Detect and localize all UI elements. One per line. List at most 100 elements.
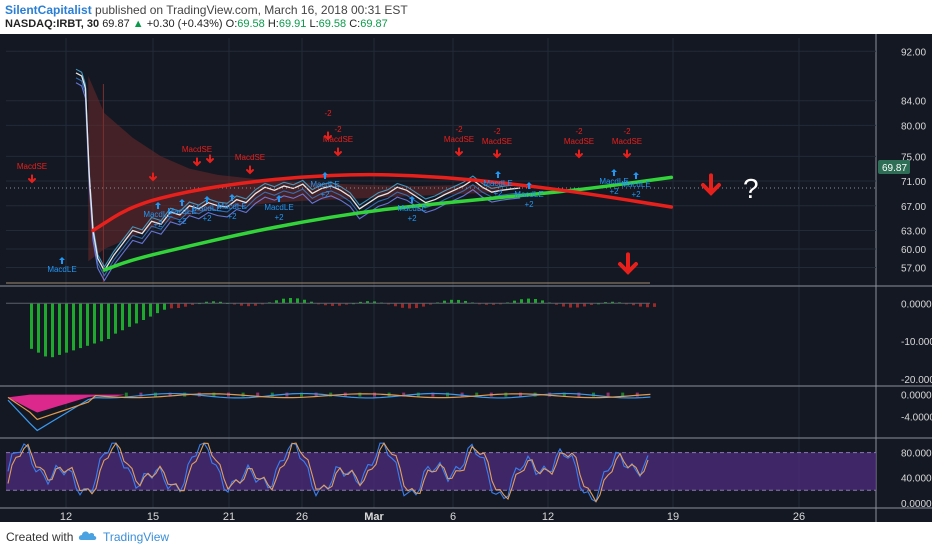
x-tick-1: 15 <box>147 511 159 522</box>
osc-bar-20 <box>170 303 173 309</box>
macd-hist-48 <box>358 392 362 397</box>
osc-bar-87 <box>639 303 642 307</box>
macd-long-label-8: MacdLE <box>483 179 512 188</box>
macd-hist-84 <box>621 392 625 397</box>
macd-hist-86 <box>635 392 639 397</box>
osc-bar-73 <box>541 300 544 304</box>
osc-bar-52 <box>394 303 397 307</box>
macd-hist-78 <box>577 392 581 397</box>
price-tick-3: 75.00 <box>901 152 926 163</box>
macd-long-arrow-3 <box>204 196 210 203</box>
stochastic-panel <box>6 442 876 503</box>
osc-bar-32 <box>254 303 257 306</box>
osc-bar-18 <box>156 303 159 314</box>
macd-short-arrow-6 <box>334 147 342 157</box>
price-tick-0: 92.00 <box>901 47 926 58</box>
macd-long-qty-2: +2 <box>177 217 187 226</box>
x-tick-3: 26 <box>296 511 308 522</box>
osc-bar-76 <box>562 303 565 307</box>
x-tick-7: 19 <box>667 511 679 522</box>
close-label: C: <box>349 18 361 30</box>
chart-svg[interactable]: MacdSEMacdSEMacdSE-2MacdSE-2MacdSE-2Macd… <box>0 34 932 522</box>
macd-long-label-7: MacdLE <box>397 204 426 213</box>
macd-long-qty-3: +2 <box>202 214 212 223</box>
macd-long-arrow-1 <box>155 202 161 209</box>
moving-average-1 <box>75 68 521 269</box>
chart-area[interactable]: MacdSE MacdSE MacdSE -2 MacdSE -2 MacdSE -2 Macd… <box>0 34 932 522</box>
chart-header: SilentCapitalist published on TradingVie… <box>0 0 932 34</box>
osc-bar-35 <box>275 300 278 304</box>
price-change: +0.30 (+0.43%) <box>146 18 223 30</box>
osc-bar-54 <box>408 303 411 309</box>
osc-bar-69 <box>513 300 516 304</box>
osc-bar-29 <box>233 303 236 305</box>
macd-long-arrow-0 <box>59 257 65 264</box>
macd-fill <box>8 394 125 413</box>
last-price-tag-label: 69.87 <box>882 163 907 174</box>
tradingview-link[interactable]: TradingView <box>103 530 170 544</box>
price-tick-7: 60.00 <box>901 245 926 256</box>
macd-hist-40 <box>300 392 303 397</box>
macd-hist-34 <box>256 392 260 397</box>
osc-bar-13 <box>121 303 124 331</box>
publish-info: published on TradingView.com, March 16, … <box>91 3 408 17</box>
moving-average-0 <box>75 77 521 277</box>
macd-short-label-10: MacdSE <box>612 137 642 146</box>
osc-bar-48 <box>366 301 369 304</box>
author-link[interactable]: SilentCapitalist <box>5 3 92 17</box>
last-price: 69.87 <box>102 18 130 30</box>
stoch-tick-0: 80.0000 <box>901 449 932 460</box>
stoch-band <box>6 452 876 491</box>
osc-bar-31 <box>247 303 250 307</box>
osc-bar-60 <box>450 299 453 304</box>
big-down-arrow-bottom <box>618 252 638 275</box>
macd-long-qty-4: +2 <box>227 212 237 221</box>
osc-bar-57 <box>429 303 432 305</box>
low-label: L: <box>309 18 319 30</box>
macd-short-label-9: MacdSE <box>564 137 594 146</box>
macd-long-arrow-6 <box>322 172 328 179</box>
macd-long-qty-11: +2 <box>631 190 641 199</box>
cloud-area <box>88 75 502 262</box>
macd-long-arrow-4 <box>229 194 235 201</box>
osc-bar-14 <box>128 303 131 327</box>
osc-bar-30 <box>240 303 243 306</box>
osc-bar-66 <box>492 303 495 305</box>
macd-hist-50 <box>373 392 376 397</box>
osc-bar-75 <box>555 303 558 305</box>
macd-hist-80 <box>592 392 595 397</box>
macd-long-label-5: MacdLE <box>264 203 293 212</box>
price-tick-4: 71.00 <box>901 177 926 188</box>
macd-short-arrow-0 <box>28 174 36 184</box>
osc-bar-59 <box>443 300 446 304</box>
macd-short-label-8: MacdSE <box>482 137 512 146</box>
x-tick-6: 12 <box>542 511 554 522</box>
axes: 92.0084.0080.0075.0071.0067.0063.0060.00… <box>60 47 932 522</box>
x-tick-4: Mar <box>364 511 384 522</box>
osc-bar-89 <box>653 303 656 307</box>
osc-bar-4 <box>58 303 61 355</box>
macd-short-label-4: MacdSE <box>235 153 265 162</box>
osc-bar-55 <box>415 303 418 309</box>
osc-bar-25 <box>205 301 208 304</box>
macd-long-label-6: MacdLE <box>310 180 339 189</box>
price-tick-1: 84.00 <box>901 97 926 108</box>
last-price-tag <box>878 160 910 174</box>
osc-bar-5 <box>65 303 68 353</box>
osc-bar-39 <box>303 299 306 304</box>
macd-short-label-0: MacdSE <box>17 162 47 171</box>
osc-bar-53 <box>401 303 404 308</box>
osc-bar-51 <box>387 303 390 305</box>
macd-short-qty-8: -2 <box>493 127 501 136</box>
osc-bar-0 <box>30 303 33 349</box>
macd-short-arrow-2 <box>193 157 201 167</box>
osc-bar-16 <box>142 303 145 320</box>
macd-tick-0: 0.0000 <box>901 391 932 402</box>
symbol-label[interactable]: NASDAQ:IRBT, 30 <box>5 18 100 30</box>
macd-hist-28 <box>212 392 216 397</box>
x-tick-2: 21 <box>223 511 235 522</box>
macd-short-arrow-7 <box>455 147 463 157</box>
macd-hist-16 <box>124 392 128 397</box>
macd-signal-line <box>7 393 651 421</box>
osc-bar-8 <box>86 303 89 346</box>
